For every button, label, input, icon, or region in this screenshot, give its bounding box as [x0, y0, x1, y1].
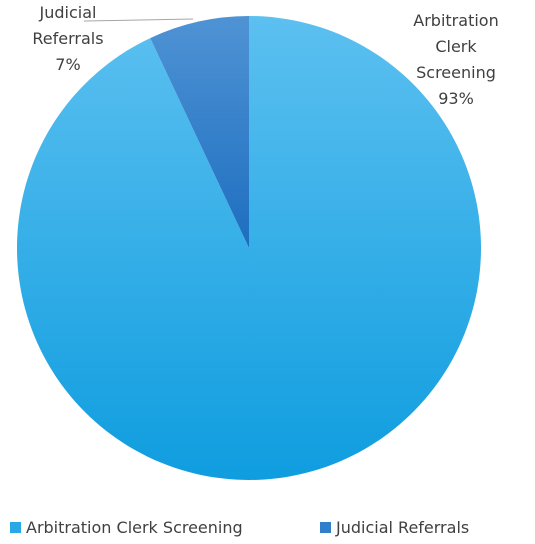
- data-label: Judicial Referrals 7%: [18, 0, 118, 78]
- leader-line: [83, 18, 194, 22]
- data-label-name: Arbitration Clerk Screening: [413, 11, 499, 82]
- data-label: Arbitration Clerk Screening 93%: [400, 8, 512, 112]
- data-label-value: 93%: [438, 89, 474, 108]
- data-label-value: 7%: [55, 55, 81, 74]
- legend-label: Judicial Referrals: [336, 518, 470, 537]
- legend-item: Arbitration Clerk Screening: [10, 518, 243, 537]
- pie-slice: [16, 16, 481, 480]
- pie-slice: [150, 16, 249, 248]
- legend-swatch: [320, 522, 331, 533]
- legend-item: Judicial Referrals: [320, 518, 469, 537]
- data-label-name: Judicial Referrals: [32, 3, 104, 48]
- legend-label: Arbitration Clerk Screening: [26, 518, 243, 537]
- legend-swatch: [10, 522, 21, 533]
